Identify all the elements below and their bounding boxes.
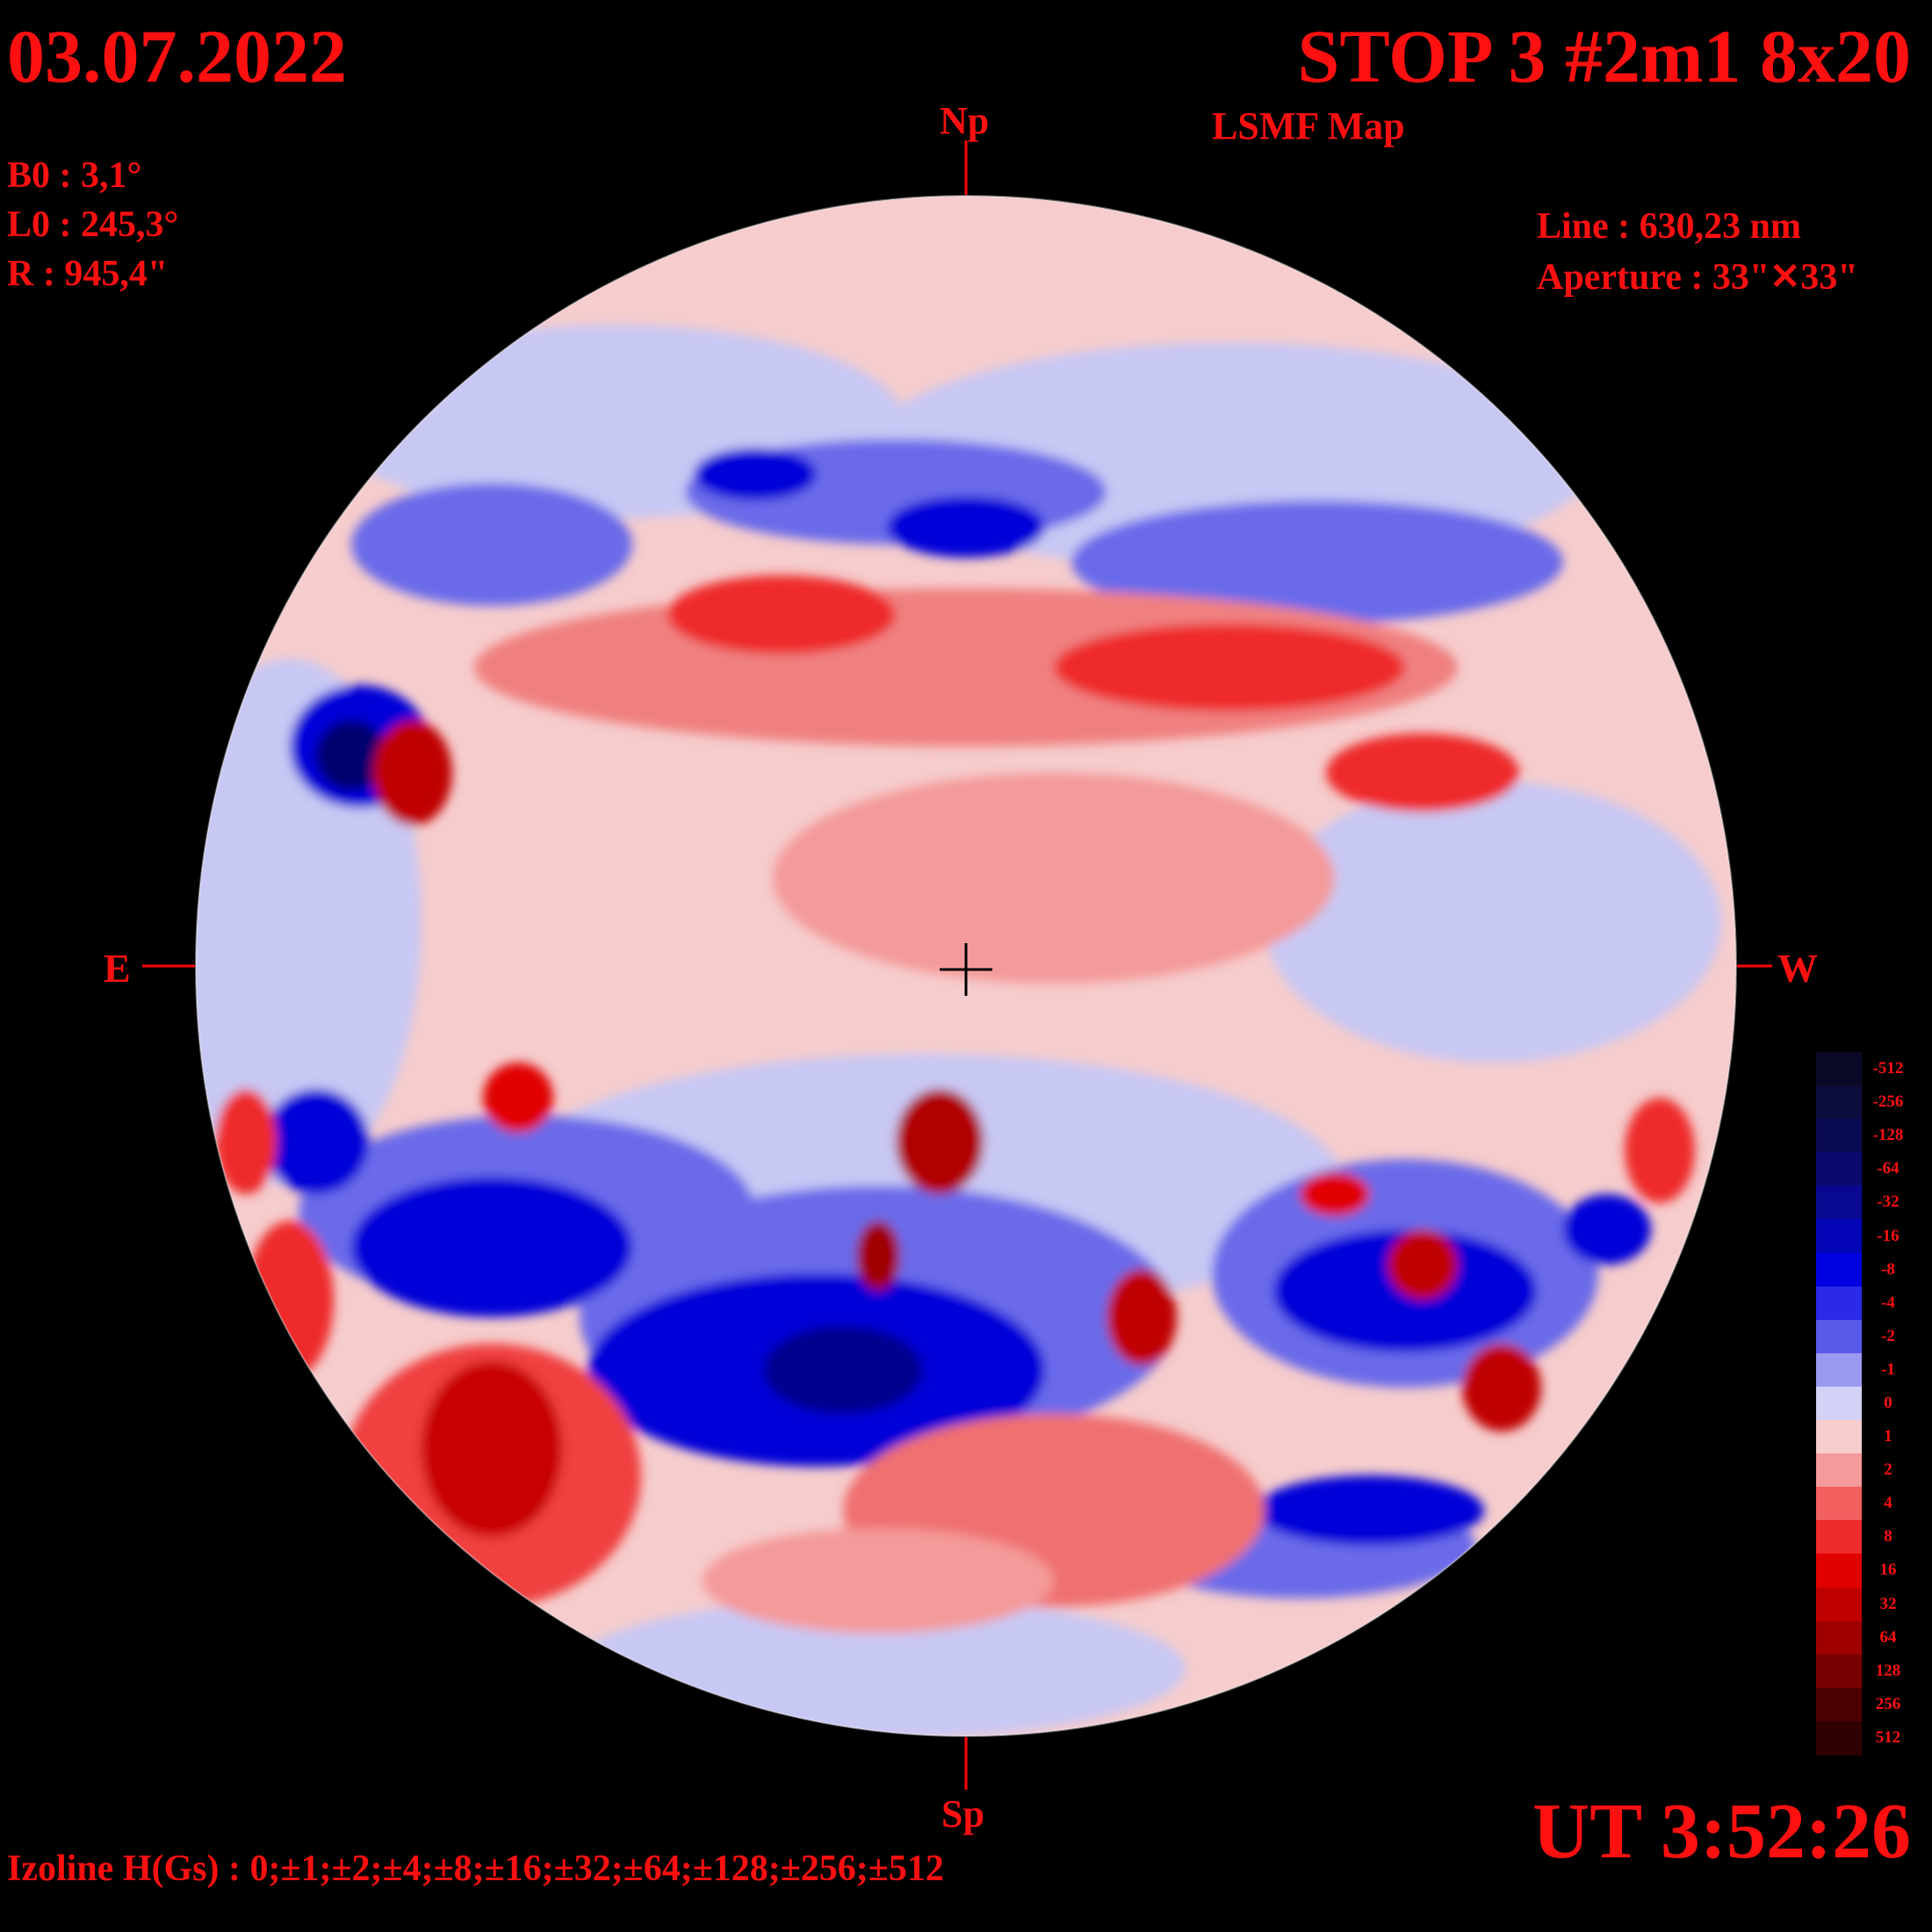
scale-label: 256: [1875, 1694, 1901, 1713]
north-label: Np: [940, 99, 990, 142]
scale-cell: [1816, 1453, 1862, 1489]
scale-label: 0: [1884, 1394, 1892, 1412]
scale-label: -512: [1872, 1059, 1904, 1078]
scale-label: 1: [1884, 1427, 1892, 1446]
solar-disc: [196, 196, 1736, 1736]
scale-label: 512: [1875, 1727, 1901, 1747]
scale-label: 128: [1875, 1661, 1901, 1680]
scale-cell: [1816, 1654, 1862, 1689]
scale-label: 32: [1879, 1594, 1897, 1613]
scale-cell: [1816, 1720, 1862, 1755]
scale-cell: [1816, 1319, 1862, 1354]
scale-cell: [1816, 1587, 1862, 1622]
scale-cell: [1816, 1386, 1862, 1422]
scale-label: -8: [1881, 1259, 1895, 1279]
scale-cell: [1816, 1186, 1862, 1221]
aperture-param: Aperture : 33"✕33": [1537, 257, 1858, 298]
scale-cell: [1816, 1286, 1862, 1321]
scale-label: -2: [1881, 1326, 1895, 1345]
scale-cell: [1816, 1052, 1862, 1087]
scale-label: -4: [1881, 1293, 1895, 1312]
map-title: STOP 3 #2m1 8x20: [1297, 14, 1911, 98]
scale-cell: [1816, 1420, 1862, 1455]
scale-cell: [1816, 1520, 1862, 1555]
scale-cell: [1816, 1085, 1862, 1121]
scale-cell: [1816, 1219, 1862, 1254]
east-label: E: [104, 946, 131, 991]
scale-label: 2: [1884, 1460, 1892, 1480]
west-label: W: [1777, 946, 1818, 991]
scale-cell: [1816, 1352, 1862, 1388]
scale-cell: [1816, 1252, 1862, 1287]
scale-label: 16: [1879, 1561, 1897, 1580]
scale-label: -64: [1877, 1159, 1900, 1179]
scale-label: 64: [1879, 1627, 1897, 1647]
line-param: Line : 630,23 nm: [1537, 206, 1802, 247]
scale-label: 4: [1884, 1494, 1892, 1513]
color-scale-bar: [1816, 1052, 1862, 1755]
scale-cell: [1816, 1119, 1862, 1154]
scale-label: -128: [1872, 1126, 1904, 1145]
radius-param: R : 945,4": [7, 254, 169, 294]
center-crosshair-icon: [940, 943, 992, 996]
scale-cell: [1816, 1687, 1862, 1722]
b0-param: B0 : 3,1°: [7, 155, 142, 196]
izoline-legend: Izoline H(Gs) : 0;±1;±2;±4;±8;±16;±32;±6…: [7, 1849, 944, 1889]
scale-label: -32: [1877, 1193, 1900, 1212]
map-subtitle: LSMF Map: [1212, 105, 1405, 148]
l0-param: L0 : 245,3°: [7, 205, 179, 245]
scale-label: -16: [1877, 1226, 1900, 1245]
scale-label: 8: [1884, 1527, 1892, 1546]
scale-label: -256: [1872, 1092, 1904, 1112]
scale-cell: [1816, 1620, 1862, 1655]
scale-cell: [1816, 1152, 1862, 1187]
scale-cell: [1816, 1487, 1862, 1522]
ut-time: UT 3:52:26: [1532, 1788, 1911, 1875]
scale-label: -1: [1881, 1359, 1895, 1379]
south-label: Sp: [941, 1792, 984, 1835]
observation-date: 03.07.2022: [7, 14, 347, 98]
scale-cell: [1816, 1554, 1862, 1589]
